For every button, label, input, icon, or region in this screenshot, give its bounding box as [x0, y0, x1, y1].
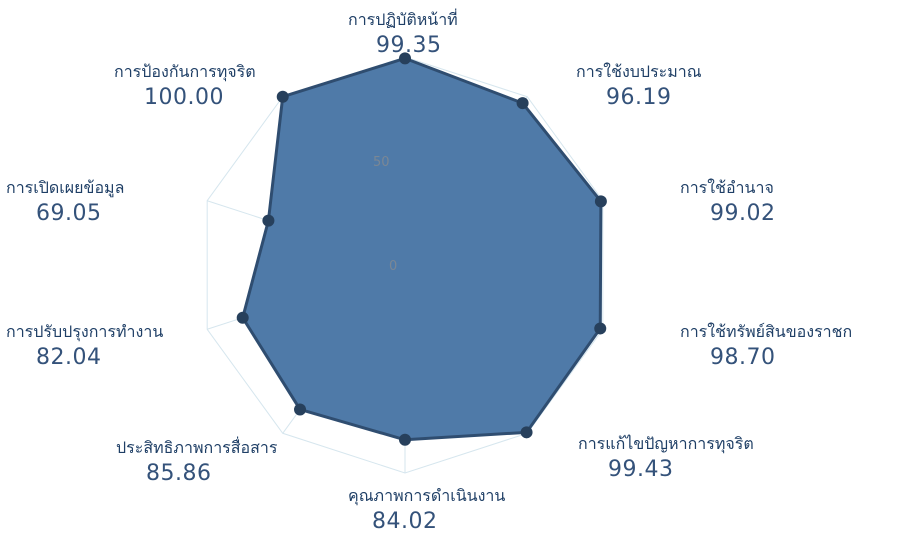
- data-point-3: [594, 322, 607, 335]
- category-label: คุณภาพการดำเนินงาน: [348, 486, 506, 505]
- data-point-6: [294, 403, 307, 416]
- category-label: การใช้งบประมาณ: [576, 62, 702, 81]
- radar-points: [236, 52, 607, 446]
- category-label: การป้องกันการทุจริต: [114, 62, 256, 81]
- radial-tick-0: 0: [389, 259, 397, 274]
- value-label: 100.00: [144, 85, 224, 110]
- label-group-0: การปฏิบัติหน้าที่ 99.35: [348, 8, 458, 58]
- label-group-6: ประสิทธิภาพการสื่อสาร 85.86: [116, 436, 277, 486]
- value-label: 69.05: [36, 201, 102, 226]
- value-label: 85.86: [146, 461, 212, 486]
- radial-tick-50: 50: [373, 155, 390, 170]
- label-group-9: การป้องกันการทุจริต 100.00: [114, 60, 256, 110]
- category-label: การใช้ทรัพย์สินของราชก: [680, 322, 853, 341]
- value-label: 99.02: [710, 201, 776, 226]
- data-point-0: [399, 52, 411, 65]
- category-label: การปรับปรุงการทำงาน: [6, 322, 164, 341]
- category-label: การใช้อำนาจ: [680, 178, 774, 197]
- label-group-4: การแก้ไขปัญหาการทุจริต 99.43: [578, 432, 754, 482]
- label-group-1: การใช้งบประมาณ 96.19: [576, 60, 702, 110]
- category-label: การปฏิบัติหน้าที่: [348, 10, 458, 29]
- data-point-5: [399, 433, 411, 446]
- label-group-2: การใช้อำนาจ 99.02: [680, 176, 775, 226]
- label-group-5: คุณภาพการดำเนินงาน 84.02: [348, 484, 505, 534]
- value-label: 99.35: [376, 33, 442, 58]
- radar-area: [241, 56, 603, 442]
- category-label: การเปิดเผยข้อมูล: [6, 178, 125, 197]
- value-label: 99.43: [608, 457, 674, 482]
- data-point-9: [276, 90, 289, 103]
- data-point-1: [516, 97, 529, 110]
- value-label: 82.04: [36, 345, 102, 370]
- value-label: 96.19: [606, 85, 672, 110]
- data-point-4: [520, 426, 533, 439]
- label-group-3: การใช้ทรัพย์สินของราชก 98.70: [680, 320, 852, 370]
- data-point-8: [262, 214, 275, 227]
- label-group-8: การเปิดเผยข้อมูล 69.05: [6, 176, 124, 226]
- category-label: ประสิทธิภาพการสื่อสาร: [116, 438, 278, 457]
- data-point-7: [236, 311, 249, 324]
- label-group-7: การปรับปรุงการทำงาน 82.04: [6, 320, 163, 370]
- value-label: 98.70: [710, 345, 776, 370]
- value-label: 84.02: [372, 509, 438, 534]
- data-point-2: [594, 195, 607, 208]
- category-label: การแก้ไขปัญหาการทุจริต: [578, 434, 754, 453]
